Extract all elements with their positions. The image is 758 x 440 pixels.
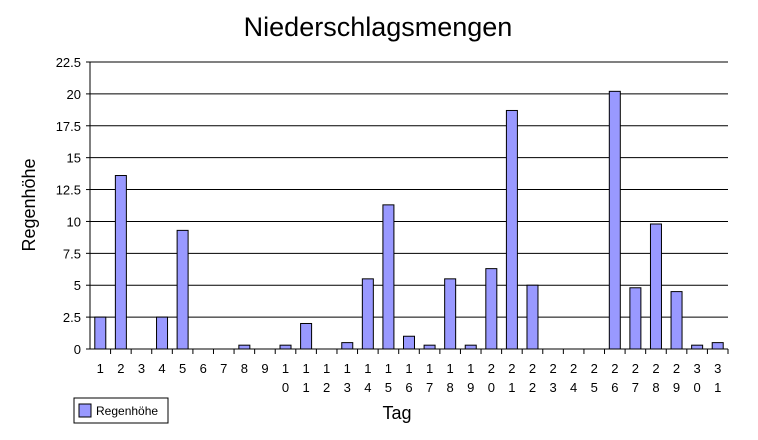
bar	[361, 278, 374, 350]
bar	[94, 316, 107, 350]
legend: Regenhöhe	[73, 397, 169, 424]
x-tick-label: 2	[117, 361, 124, 376]
bar	[300, 322, 313, 350]
y-tick-label: 7.5	[63, 246, 81, 261]
bar	[608, 90, 621, 350]
y-axis-label: Regenhöhe	[19, 158, 39, 251]
bar	[711, 342, 724, 350]
bar	[444, 278, 457, 350]
bar	[526, 284, 539, 350]
bar	[485, 268, 498, 350]
y-tick-label: 17.5	[56, 119, 81, 134]
bar	[279, 344, 292, 350]
legend-swatch	[78, 403, 92, 418]
bar	[691, 344, 704, 350]
y-tick-label: 0	[74, 342, 81, 357]
x-tick-label: 6	[200, 361, 207, 376]
x-tick-label: 8	[241, 361, 248, 376]
x-tick-labels: 1 2 3 4 5 6 7 8 9 1 01 11 21 31 41 51 61 71 81 92 02 12 22 32 42…	[97, 361, 722, 395]
bar	[505, 109, 518, 350]
x-tick-label: 7	[220, 361, 227, 376]
y-tick-label: 12.5	[56, 183, 81, 198]
x-tick-label: 1	[97, 361, 104, 376]
bar	[649, 223, 662, 350]
y-tick-label: 5	[74, 278, 81, 293]
y-tick-label: 22.5	[56, 55, 81, 70]
y-tick-label: 10	[67, 214, 81, 229]
bar	[176, 229, 189, 350]
x-tick-label: 9	[261, 361, 268, 376]
bar	[114, 175, 127, 350]
chart-title: Niederschlagsmengen	[244, 12, 513, 42]
bar	[238, 344, 251, 350]
y-tick-label: 2.5	[63, 310, 81, 325]
x-tick-label: 4	[158, 361, 165, 376]
x-tick-label: 5	[179, 361, 186, 376]
bar	[629, 287, 642, 350]
bar	[670, 291, 683, 350]
y-tick-labels: 0 2.5 5 7.5 10 12.5 15 17.5 20 22.5	[56, 55, 81, 357]
legend-label: Regenhöhe	[96, 404, 158, 418]
bar	[382, 204, 395, 350]
bars	[94, 90, 724, 350]
gridlines	[86, 61, 729, 354]
y-tick-label: 15	[67, 151, 81, 166]
x-axis-label: Tag	[382, 403, 411, 423]
bar	[156, 316, 169, 350]
bar	[423, 344, 436, 350]
bar	[464, 344, 477, 350]
bar	[341, 342, 354, 350]
y-tick-label: 20	[67, 87, 81, 102]
x-tick-label: 3	[138, 361, 145, 376]
bar	[403, 335, 415, 350]
